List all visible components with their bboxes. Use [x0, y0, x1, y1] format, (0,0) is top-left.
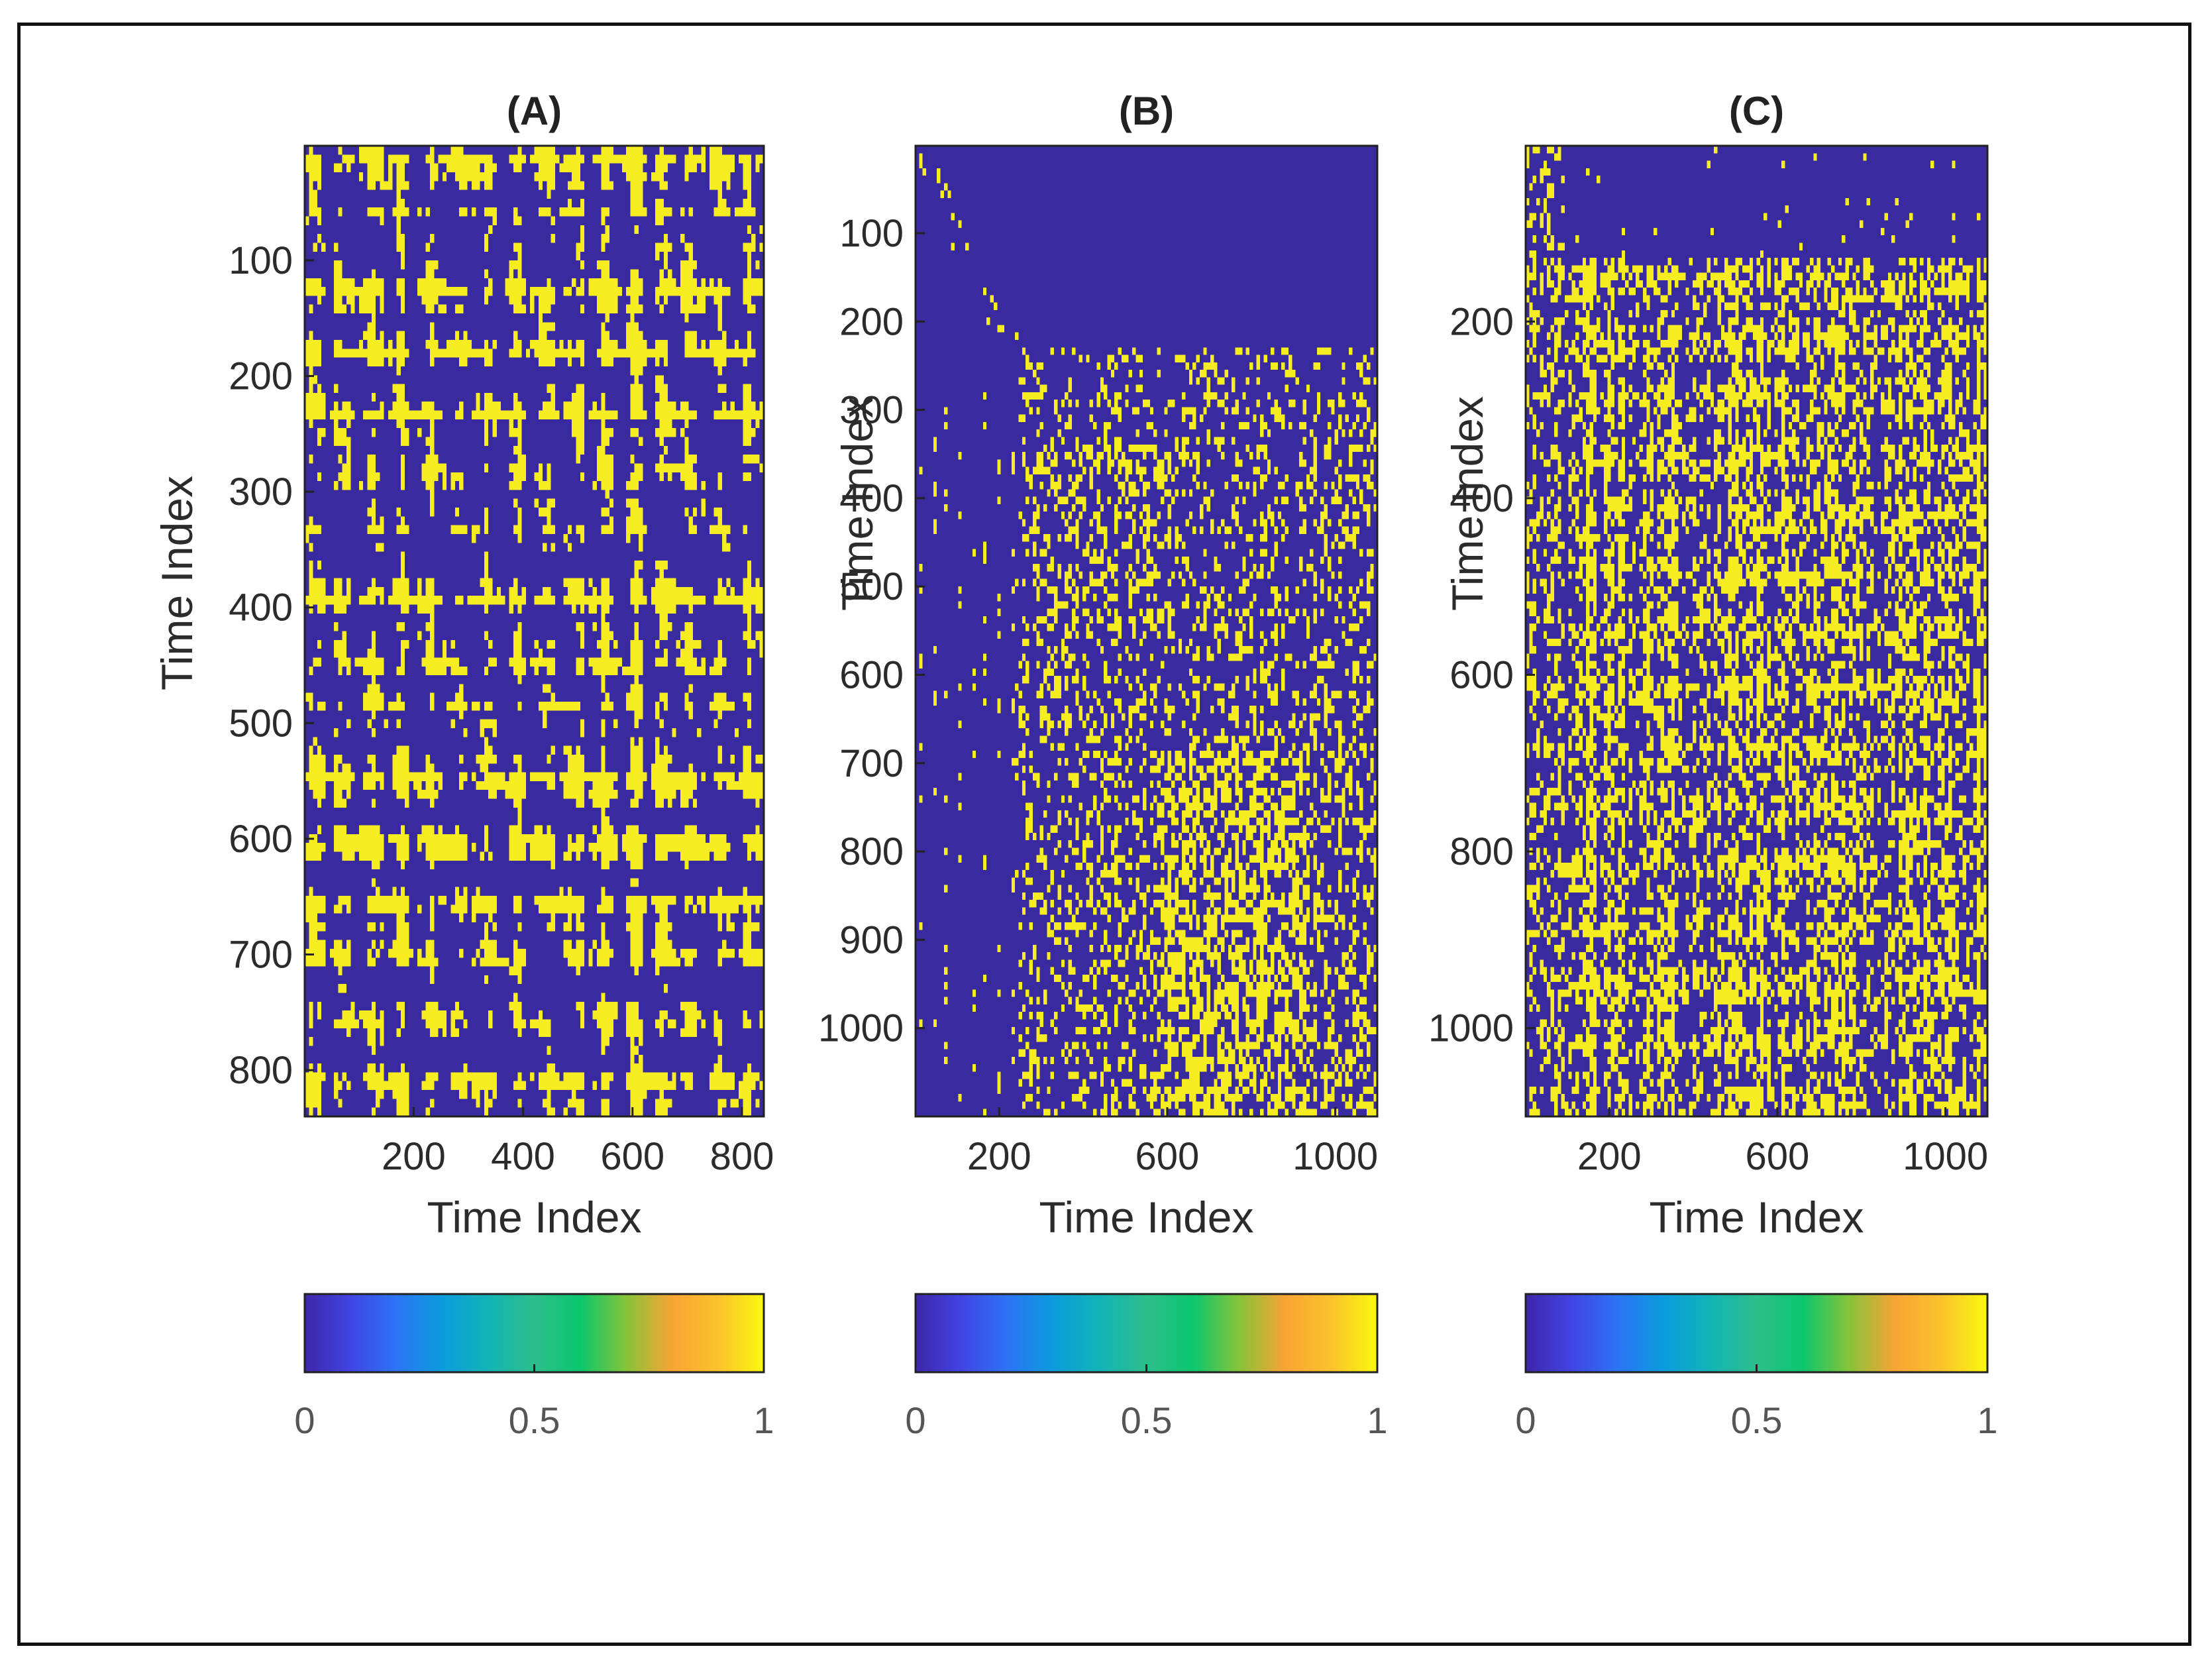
axes-box [1524, 144, 1989, 1118]
y-axis-label: Time Index [1443, 396, 1492, 611]
colorbar: 0 0.5 1 [294, 1293, 774, 1441]
colorbar: 0 0.5 1 [905, 1293, 1388, 1441]
colorbar-tick-label: 1 [1977, 1399, 1997, 1441]
y-tick-label: 700 [839, 742, 904, 785]
colorbar: 0 0.5 1 [1515, 1293, 1998, 1441]
y-tick-label: 800 [229, 1049, 293, 1092]
x-tick-label: 1000 [1903, 1135, 1988, 1178]
colorbar-fill [1524, 1293, 1989, 1374]
panel-title: (B) [1119, 89, 1174, 133]
y-tick-label: 500 [839, 565, 904, 608]
colorbar-tick-label: 1 [753, 1399, 774, 1441]
panel-c: (C) 200 600 1000 200 400 600 800 1000 Time Index T… [1428, 89, 1998, 1441]
y-tick-label: 1000 [1428, 1007, 1514, 1050]
y-tick-label: 200 [1449, 300, 1514, 343]
figure-frame [17, 23, 2191, 1646]
panel-b: (B) 200 600 1000 100 200 300 400 500 600 700 800 900… [818, 89, 1388, 1441]
y-tick-label: 700 [229, 934, 293, 977]
x-tick-label: 400 [491, 1135, 555, 1178]
y-tick-label: 400 [229, 586, 293, 629]
y-tick-label: 100 [229, 239, 293, 282]
colorbar-tick-label: 0.5 [1121, 1399, 1173, 1441]
x-tick-label: 600 [1135, 1135, 1200, 1178]
y-axis-label: Time Index [833, 396, 882, 611]
x-tick-label: 200 [382, 1135, 446, 1178]
heatmap-cells [305, 146, 764, 1116]
y-tick-label: 800 [839, 830, 904, 873]
axes-box [303, 144, 765, 1118]
x-tick-label: 600 [600, 1135, 664, 1178]
y-tick-label: 100 [839, 212, 904, 255]
y-tick-label: 600 [1449, 653, 1514, 696]
panels: (A)200 400 600 800100200300400500600700800T… [152, 89, 1998, 1441]
y-tick-label: 200 [229, 354, 293, 398]
x-tick-label: 200 [1577, 1135, 1642, 1178]
axes-box [914, 144, 1379, 1118]
x-tick-label: 600 [1746, 1135, 1810, 1178]
x-axis-label: Time Index [1649, 1193, 1864, 1242]
x-axis-label: Time Index [427, 1193, 641, 1242]
colorbar-tick-label: 1 [1367, 1399, 1387, 1441]
y-tick-label: 500 [229, 702, 293, 745]
colorbar-tick-label: 0 [1515, 1399, 1536, 1441]
panel-title: (C) [1729, 89, 1784, 133]
y-tick-label: 300 [229, 470, 293, 514]
y-axis-label: Time Index [152, 476, 201, 690]
y-tick-label: 1000 [818, 1007, 904, 1050]
heatmap-cells [916, 146, 1377, 1116]
y-tick-label: 600 [839, 653, 904, 696]
y-tick-label: 400 [839, 477, 904, 520]
colorbar-tick-label: 0.5 [509, 1399, 560, 1441]
colorbar-fill [914, 1293, 1379, 1374]
y-tick-label: 900 [839, 918, 904, 961]
y-tick-label: 200 [839, 300, 904, 343]
x-axis-label: Time Index [1039, 1193, 1253, 1242]
colorbar-tick-label: 0 [294, 1399, 315, 1441]
x-tick-label: 1000 [1292, 1135, 1378, 1178]
colorbar-tick-label: 0.5 [1731, 1399, 1783, 1441]
y-tick-label: 400 [1449, 477, 1514, 520]
y-tick-label: 600 [229, 818, 293, 861]
panel-a: (A) 200 400 600 800 100 200 300 400 500 600 700 800 T… [152, 89, 774, 1441]
x-tick-label: 200 [967, 1135, 1031, 1178]
panel-title: (A) [507, 89, 562, 133]
x-tick-label: 800 [710, 1135, 774, 1178]
y-tick-label: 300 [839, 389, 904, 432]
heatmap-cells [1526, 146, 1987, 1116]
colorbar-fill [303, 1293, 765, 1374]
colorbar-tick-label: 0 [905, 1399, 925, 1441]
y-tick-label: 800 [1449, 830, 1514, 873]
